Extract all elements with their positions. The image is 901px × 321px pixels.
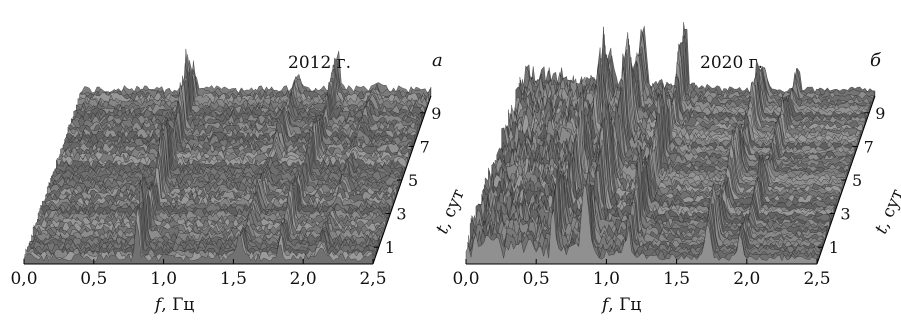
y-tick-label-a: 1	[385, 238, 395, 257]
x-tick-label-b: 1,0	[593, 269, 620, 289]
spectrum-trace-a	[25, 205, 375, 260]
x-ticks-b: 0,0 0,5 1,0 1,5 2,0 2,5	[452, 259, 831, 289]
spectrum-trace-a	[51, 122, 402, 183]
panel-letter-b: б	[870, 50, 882, 71]
y-tick-label-a: 7	[420, 137, 430, 156]
x-ticks-a: 0,0 0,5 1,0 1,5 2,0 2,5	[10, 259, 387, 289]
spectrum-trace-a	[68, 89, 418, 135]
spectrum-trace-b	[465, 183, 818, 265]
waterfall-surface-a	[23, 48, 432, 265]
y-tick-label-b: 7	[864, 137, 874, 156]
panel-letter-a: а	[432, 50, 443, 71]
y-axis-title-a: t, сут	[432, 186, 469, 237]
y-tick-label-b: 5	[852, 171, 862, 190]
x-axis-var-b: f	[600, 295, 611, 315]
spectrum-trace-a	[63, 114, 414, 150]
x-tick-label-a: 2,0	[290, 269, 317, 289]
y-tick-label-a: 3	[396, 205, 406, 224]
spectrum-trace-a	[23, 221, 374, 265]
spectrum-trace-a	[66, 101, 416, 142]
x-tick-label-b: 0,0	[452, 269, 479, 289]
spectrum-trace-a	[56, 124, 407, 169]
x-axis-unit-a: , Гц	[161, 295, 194, 315]
y-axis-unit-b: , сут	[874, 186, 901, 230]
y-tick-label-b: 9	[875, 104, 885, 123]
x-axis-title-a: f, Гц	[153, 295, 194, 315]
x-tick-label-a: 1,5	[220, 269, 247, 289]
x-tick-label-a: 0,5	[80, 269, 107, 289]
x-tick-label-b: 0,5	[523, 269, 550, 289]
x-tick-label-b: 2,0	[733, 269, 760, 289]
waterfall-surface-b	[465, 22, 876, 265]
spectrum-trace-a	[30, 173, 380, 246]
y-tick-label-b: 3	[840, 205, 850, 224]
y-tick-label-a: 9	[431, 104, 441, 123]
x-axis-unit-b: , Гц	[608, 295, 641, 315]
spectrum-trace-a	[81, 50, 432, 97]
x-tick-label-b: 2,5	[803, 269, 830, 289]
spectrum-trace-a	[70, 75, 420, 130]
year-label-b: 2020 г.	[700, 53, 763, 73]
x-tick-label-a: 0,0	[10, 269, 37, 289]
y-axis-unit-a: , сут	[435, 186, 469, 230]
x-tick-label-a: 2,5	[359, 269, 386, 289]
x-tick-label-a: 1,0	[150, 269, 177, 289]
spectrum-trace-a	[75, 54, 425, 116]
y-tick-label-b: 1	[829, 238, 839, 257]
x-axis-var-a: f	[153, 295, 164, 315]
x-axis-title-b: f, Гц	[600, 295, 641, 315]
spectrum-trace-a	[67, 82, 418, 138]
year-label-a: 2012 г.	[288, 53, 351, 73]
spectrum-trace-a	[76, 60, 427, 111]
y-axis-title-b: t, сут	[871, 186, 901, 237]
y-tick-label-a: 5	[408, 171, 418, 190]
spectrum-trace-a	[27, 201, 377, 255]
x-tick-label-b: 1,5	[663, 269, 690, 289]
